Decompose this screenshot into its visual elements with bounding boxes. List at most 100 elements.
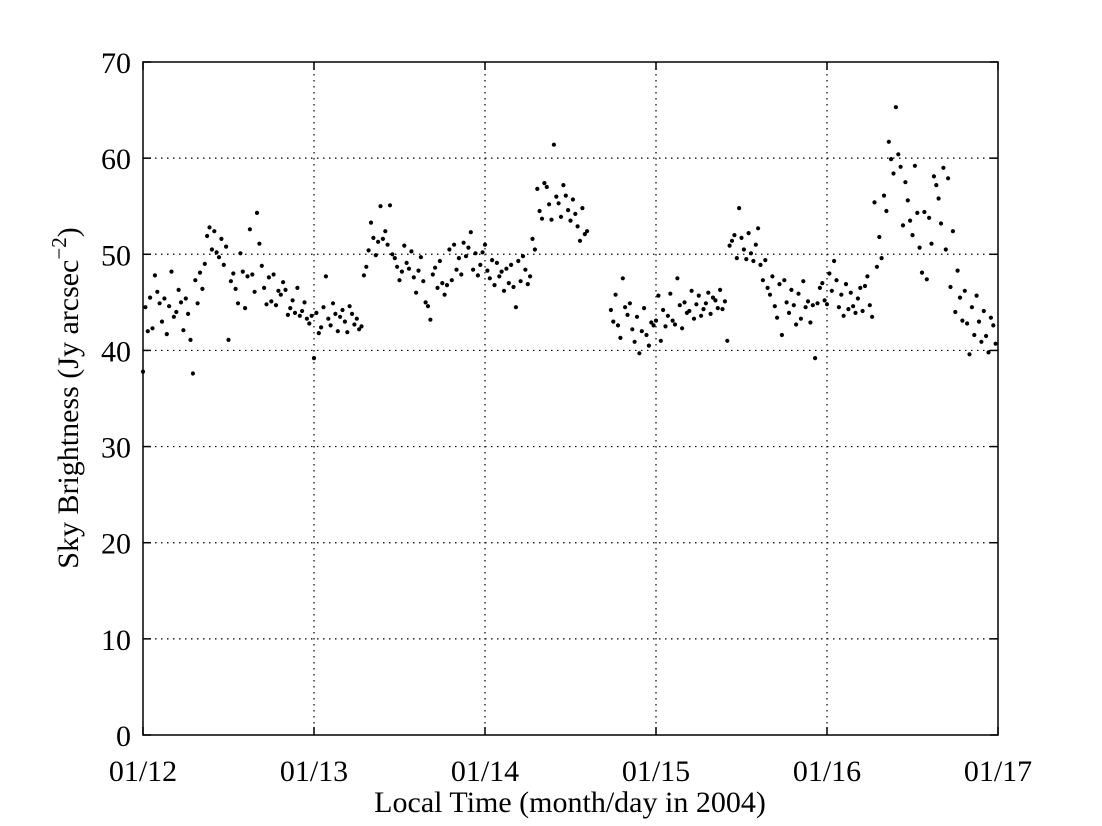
data-point [418,255,423,260]
data-point [703,301,709,306]
data-point [449,278,454,283]
data-point [506,281,511,286]
data-point [798,316,804,321]
data-point [986,350,991,355]
data-point [858,285,863,290]
data-point [568,218,573,223]
data-point [174,309,179,315]
data-point [796,291,801,296]
data-point [178,300,184,305]
data-point [805,299,811,304]
data-point [342,319,347,324]
data-point [732,233,737,238]
data-point [371,235,376,240]
data-point [273,303,279,308]
y-tick-label: 70 [101,47,131,80]
data-point [794,322,799,327]
data-point [406,266,412,271]
data-point [238,251,243,256]
data-point [694,302,699,307]
data-point [886,139,891,144]
plot-frame [142,61,999,736]
data-point [699,313,704,318]
data-point [715,306,720,311]
data-point [530,236,535,241]
y-tick-label: 50 [101,239,131,272]
data-point [896,152,901,157]
data-point [739,235,744,240]
data-point [791,303,796,308]
data-point [620,276,625,281]
data-point [478,262,483,267]
data-point [226,337,231,342]
data-point [528,274,533,279]
data-point [366,248,371,253]
data-point [718,287,723,292]
data-point [542,181,547,186]
data-point [290,298,295,303]
data-point [663,324,668,329]
data-point [751,258,756,264]
data-point [150,326,155,331]
data-point [829,288,834,293]
data-point [672,322,678,327]
data-point [504,266,509,271]
data-point [216,255,222,260]
data-point [789,287,794,292]
data-point [421,279,426,284]
data-point [442,292,447,297]
data-point [577,238,583,243]
data-point [188,337,193,342]
data-point [473,251,478,256]
data-point [706,290,711,295]
data-point [623,305,628,310]
data-point [801,279,806,284]
data-point [235,301,241,306]
data-point [145,329,150,334]
data-point [459,272,464,277]
data-point [900,223,906,228]
data-point [340,307,345,313]
data-point [520,254,526,259]
data-point [475,273,480,278]
data-point [347,304,352,309]
y-axis-label-exponent: −2 [47,237,71,259]
data-point [169,269,174,274]
data-point [259,263,264,268]
data-point [338,314,343,319]
data-point [891,171,896,176]
data-point [302,300,307,305]
data-point [447,247,452,252]
data-point [316,331,321,336]
data-point [240,269,245,274]
data-point [808,320,813,325]
data-point [893,105,899,110]
data-point [423,300,428,305]
data-point [433,265,438,270]
data-point [615,323,621,328]
data-point [668,291,673,296]
data-point [380,236,385,241]
data-point [468,230,473,235]
data-point [687,308,692,314]
data-point [984,333,989,339]
y-axis-label: Sky Brightness (Jy arcsec−2) [47,227,85,568]
data-point [922,209,927,215]
data-point [682,300,687,305]
data-point [910,233,915,238]
data-point [713,298,718,303]
data-point [385,242,390,247]
data-point [670,318,675,323]
data-point [974,293,979,298]
data-point [461,240,466,245]
data-point [570,197,576,202]
data-point [566,208,571,213]
axis-ticks [142,61,999,736]
data-point [855,296,861,301]
data-point [767,292,773,297]
data-point [924,277,929,282]
data-point [499,269,504,274]
data-point [509,262,514,267]
data-point [905,198,910,203]
data-point [943,247,948,252]
